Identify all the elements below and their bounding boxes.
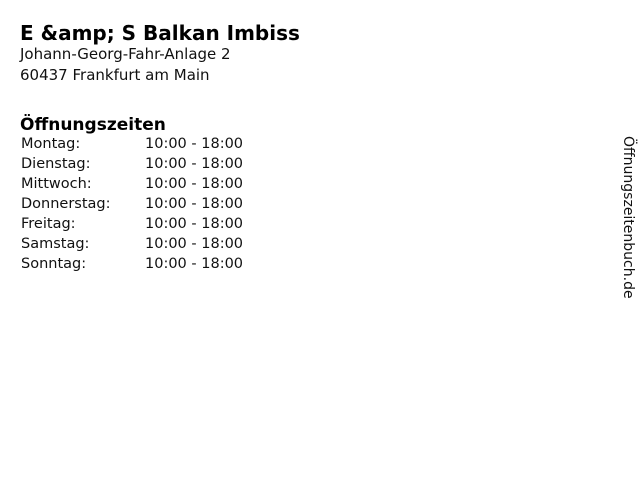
day-label: Donnerstag: — [21, 196, 111, 212]
opening-hours-heading: Öffnungszeiten — [20, 115, 166, 136]
watermark-site-name: Öffnungszeitenbuch.de — [620, 136, 636, 299]
hours-row: Mittwoch: 10:00 - 18:00 — [21, 174, 243, 194]
time-range: 10:00 - 18:00 — [145, 236, 244, 252]
day-label: Mittwoch: — [21, 176, 92, 192]
time-range: 10:00 - 18:00 — [145, 136, 244, 152]
day-label: Montag: — [21, 136, 81, 152]
hours-row: Sonntag: 10:00 - 18:00 — [21, 254, 243, 274]
hours-row: Donnerstag: 10:00 - 18:00 — [21, 194, 243, 214]
time-range: 10:00 - 18:00 — [145, 256, 244, 272]
hours-row: Samstag: 10:00 - 18:00 — [21, 234, 243, 254]
hours-row: Dienstag: 10:00 - 18:00 — [21, 154, 243, 174]
day-label: Dienstag: — [21, 156, 91, 172]
hours-row: Freitag: 10:00 - 18:00 — [21, 214, 243, 234]
time-range: 10:00 - 18:00 — [145, 176, 244, 192]
address-city: 60437 Frankfurt am Main — [20, 66, 210, 84]
time-range: 10:00 - 18:00 — [145, 196, 244, 212]
page-title: E &amp; S Balkan Imbiss — [20, 21, 300, 46]
day-label: Sonntag: — [21, 256, 87, 272]
time-range: 10:00 - 18:00 — [145, 216, 244, 232]
opening-hours-table: Montag: 10:00 - 18:00 Dienstag: 10:00 - 18:… — [21, 134, 243, 274]
day-label: Freitag: — [21, 216, 76, 232]
time-range: 10:00 - 18:00 — [145, 156, 244, 172]
address-street: Johann-Georg-Fahr-Anlage 2 — [20, 45, 231, 63]
day-label: Samstag: — [21, 236, 90, 252]
address-block: Johann-Georg-Fahr-Anlage 2 60437 Frankfu… — [20, 44, 231, 86]
hours-row: Montag: 10:00 - 18:00 — [21, 134, 243, 154]
